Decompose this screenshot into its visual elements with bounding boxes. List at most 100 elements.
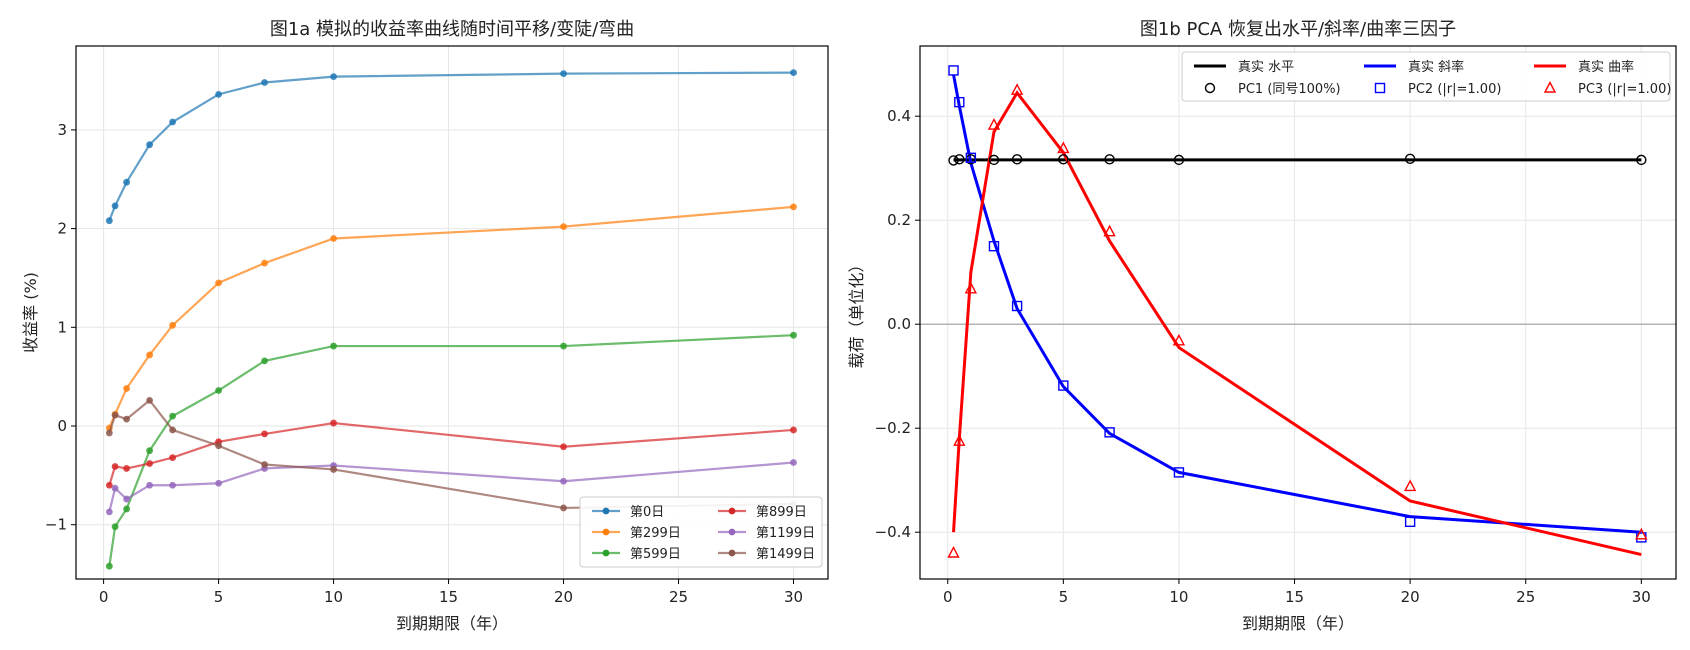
legend-marker	[728, 507, 736, 515]
data-point-triangle	[1635, 527, 1648, 540]
y-tick-label: 0.0	[887, 315, 911, 333]
data-point-square	[965, 152, 977, 164]
series-line	[108, 461, 794, 513]
data-point	[146, 141, 153, 149]
data-point-triangle	[1057, 141, 1070, 154]
data-point	[123, 495, 130, 503]
series-6	[947, 83, 1648, 558]
data-point	[790, 426, 797, 434]
x-tick-label: 0	[99, 588, 109, 606]
data-point	[261, 79, 268, 86]
x-tick-label: 25	[1516, 588, 1535, 606]
data-point	[790, 69, 797, 77]
data-point	[215, 442, 222, 450]
y-tick-label: −1	[45, 516, 67, 534]
series-2	[952, 74, 1642, 534]
legend-item: 真实 曲率	[1534, 59, 1634, 75]
data-point	[330, 235, 337, 242]
legend-label: 真实 斜率	[1408, 59, 1464, 75]
data-point	[169, 118, 176, 126]
data-point	[330, 73, 337, 80]
data-point	[560, 70, 567, 78]
y-axis-label: 收益率 (%)	[21, 272, 40, 353]
legend-item: 真实 斜率	[1364, 59, 1464, 75]
data-point	[105, 481, 113, 489]
data-point	[261, 430, 268, 438]
series-2	[105, 203, 797, 432]
series-4	[105, 419, 797, 489]
data-point-circle	[1404, 153, 1416, 165]
data-point-circle	[1636, 154, 1647, 166]
data-point	[105, 562, 113, 570]
data-point	[169, 481, 176, 489]
legend-label: 第299日	[630, 526, 681, 541]
series-line	[108, 421, 794, 486]
data-point	[111, 523, 119, 531]
data-point	[560, 504, 567, 512]
legend-item: 第0日	[592, 505, 664, 520]
data-point	[560, 342, 567, 350]
x-tick-label: 20	[1401, 588, 1420, 606]
data-point-circle	[954, 154, 965, 165]
series-4	[948, 153, 1647, 166]
data-point	[215, 90, 222, 98]
data-point	[560, 443, 567, 451]
data-point-triangle	[1172, 333, 1186, 346]
data-point	[146, 481, 153, 489]
data-point	[146, 460, 153, 467]
data-point-triangle	[1010, 83, 1024, 95]
x-tick-label: 20	[554, 588, 573, 606]
legend-item: PC3 (|r|=1.00)	[1543, 80, 1671, 97]
data-point	[111, 411, 119, 419]
legend-item: 第899日	[718, 505, 807, 520]
data-point	[169, 412, 176, 420]
data-point-square	[1173, 467, 1185, 478]
data-point-circle	[1104, 154, 1115, 165]
data-point	[111, 463, 119, 470]
data-point	[123, 385, 130, 392]
data-point-circle	[948, 155, 959, 166]
chart-title: 图1a 模拟的收益率曲线随时间平移/变陡/弯曲	[270, 19, 634, 40]
data-point-circle	[1058, 154, 1069, 165]
x-tick-label: 10	[324, 588, 343, 606]
data-point	[169, 454, 176, 461]
legend-label: 第599日	[630, 547, 681, 562]
series-line	[952, 74, 1642, 534]
data-point	[146, 396, 153, 404]
data-point-triangle	[1103, 224, 1116, 237]
x-tick-label: 30	[1632, 588, 1651, 606]
legend-marker	[1543, 80, 1557, 93]
legend-item: 第299日	[592, 526, 681, 541]
data-point	[330, 342, 337, 350]
legend-label: 第1499日	[756, 547, 815, 562]
data-point	[105, 429, 113, 437]
legend-label: 真实 曲率	[1578, 59, 1634, 75]
data-point-square	[1104, 427, 1115, 438]
legend-item: 第1199日	[718, 526, 815, 541]
legend-marker	[1204, 82, 1216, 94]
x-tick-label: 15	[439, 588, 458, 606]
series-5	[105, 459, 797, 516]
data-point	[215, 279, 222, 287]
series-1	[105, 69, 797, 225]
data-point	[790, 459, 797, 466]
data-point	[105, 217, 113, 225]
series-3	[952, 90, 1642, 557]
legend-label: PC1 (同号100%)	[1238, 82, 1341, 97]
data-point	[169, 321, 176, 329]
x-tick-label: 15	[1285, 588, 1304, 606]
legend-item: PC2 (|r|=1.00)	[1374, 82, 1501, 97]
x-tick-label: 5	[214, 588, 224, 606]
data-point-square	[948, 65, 959, 76]
data-point-triangle	[1403, 479, 1417, 492]
data-point	[169, 426, 176, 434]
y-tick-label: 2	[57, 220, 67, 238]
x-axis-label: 到期期限（年）	[396, 614, 508, 633]
legend-label: PC2 (|r|=1.00)	[1408, 82, 1501, 97]
y-axis-label: 载荷（单位化）	[847, 256, 866, 368]
chart-title: 图1b PCA 恢复出水平/斜率/曲率三因子	[1140, 19, 1456, 40]
legend-marker	[602, 507, 610, 515]
series-6	[105, 396, 797, 512]
series-line	[952, 90, 1642, 557]
